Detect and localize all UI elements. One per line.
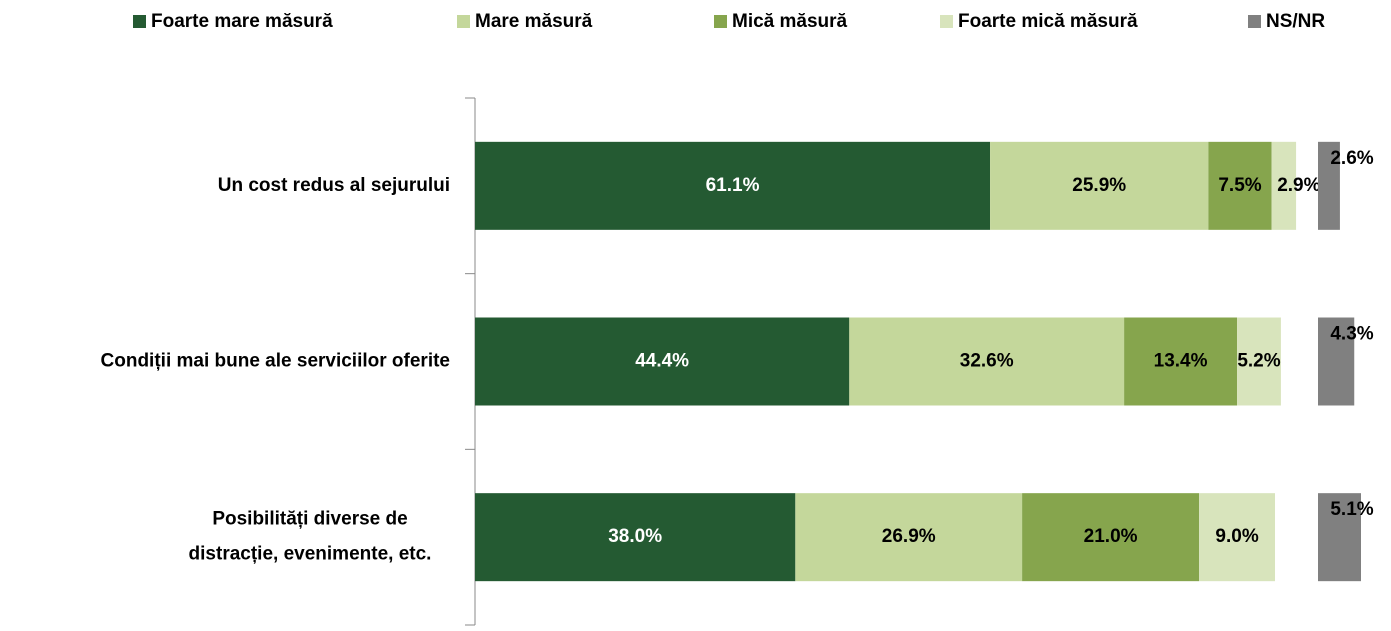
bar-segment bbox=[1318, 493, 1361, 582]
category-label: distracție, evenimente, etc. bbox=[189, 544, 432, 565]
bar-segment bbox=[475, 141, 991, 230]
legend-label: Foarte mică măsură bbox=[958, 11, 1138, 32]
legend-label: Mare măsură bbox=[475, 11, 593, 32]
bar-segment bbox=[1318, 141, 1340, 230]
category-label: Posibilități diverse de bbox=[212, 509, 407, 530]
data-label: 25.9% bbox=[1072, 175, 1126, 196]
legend-swatch bbox=[1248, 15, 1261, 28]
bar-segment bbox=[849, 317, 1125, 406]
data-label: 4.3% bbox=[1330, 324, 1373, 345]
data-label: 32.6% bbox=[960, 351, 1014, 372]
bar-segment bbox=[1271, 141, 1297, 230]
legend-swatch bbox=[133, 15, 146, 28]
bar-segment bbox=[1208, 141, 1272, 230]
bar-segment bbox=[1124, 317, 1238, 406]
bar-segment bbox=[475, 493, 796, 582]
legend-swatch bbox=[714, 15, 727, 28]
bar-segment bbox=[795, 493, 1023, 582]
bar-segment bbox=[990, 141, 1209, 230]
legend-swatch bbox=[457, 15, 470, 28]
data-label: 5.1% bbox=[1330, 499, 1373, 520]
data-label: 38.0% bbox=[608, 526, 662, 547]
category-label: Condiții mai bune ale serviciilor oferit… bbox=[101, 351, 450, 372]
data-label: 26.9% bbox=[882, 526, 936, 547]
legend-label: Foarte mare măsură bbox=[151, 11, 333, 32]
data-label: 7.5% bbox=[1218, 175, 1261, 196]
bar-segment bbox=[1318, 317, 1355, 406]
legend-label: Mică măsură bbox=[732, 11, 848, 32]
data-label: 5.2% bbox=[1237, 351, 1280, 372]
data-label: 61.1% bbox=[706, 175, 760, 196]
data-label: 21.0% bbox=[1084, 526, 1138, 547]
data-label: 2.6% bbox=[1330, 148, 1373, 169]
bar-segment bbox=[1199, 493, 1276, 582]
bar-segment bbox=[1022, 493, 1200, 582]
bar-segment bbox=[1237, 317, 1281, 406]
bar-segment bbox=[475, 317, 850, 406]
data-label: 44.4% bbox=[635, 351, 689, 372]
data-label: 2.9% bbox=[1277, 175, 1320, 196]
data-label: 13.4% bbox=[1154, 351, 1208, 372]
data-label: 9.0% bbox=[1215, 526, 1258, 547]
legend-label: NS/NR bbox=[1266, 11, 1325, 32]
category-label: Un cost redus al sejurului bbox=[218, 175, 450, 196]
legend-swatch bbox=[940, 15, 953, 28]
